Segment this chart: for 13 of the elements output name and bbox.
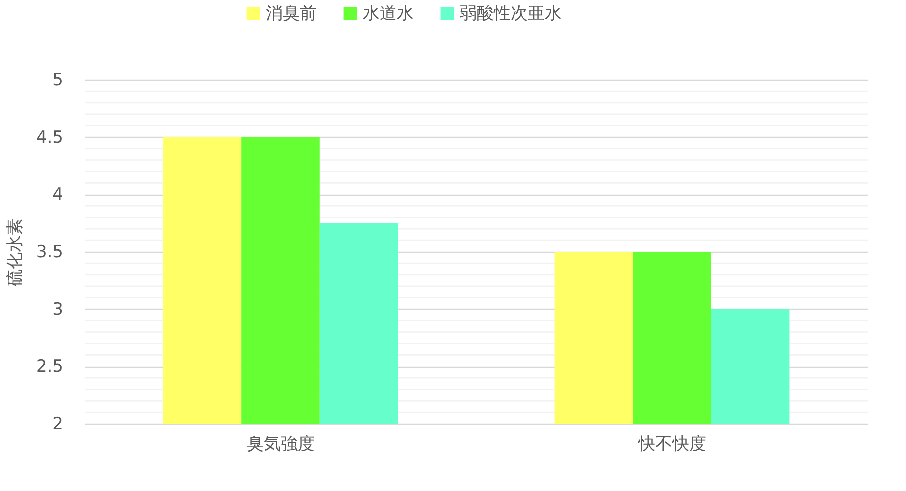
legend-label: 消臭前 <box>266 4 317 24</box>
y-tick-label: 2 <box>52 414 64 434</box>
y-tick-label: 4.5 <box>36 128 64 148</box>
y-tick-label: 3 <box>52 300 64 320</box>
x-tick-label: 臭気強度 <box>246 434 315 454</box>
legend-label: 水道水 <box>363 4 414 24</box>
y-axis-title: 硫化水素 <box>5 218 26 286</box>
y-tick-label: 4 <box>52 185 64 206</box>
y-tick-label: 5 <box>52 70 64 90</box>
y-tick-label: 3.5 <box>36 242 64 262</box>
y-tick-label: 2.5 <box>36 357 64 378</box>
legend-label: 弱酸性次亜水 <box>460 4 562 24</box>
x-tick-label: 快不快度 <box>637 434 706 454</box>
